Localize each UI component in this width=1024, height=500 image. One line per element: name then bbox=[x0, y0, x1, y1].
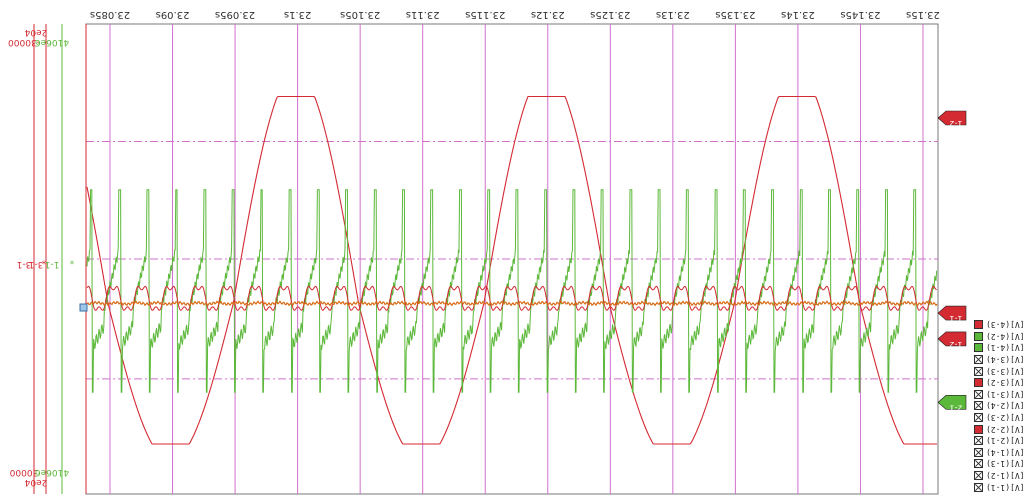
legend-label: [V](1-3) bbox=[986, 459, 1024, 469]
axis-marker: * bbox=[69, 255, 74, 265]
trigger-marker[interactable] bbox=[79, 303, 88, 312]
legend-item[interactable]: [V](3-2) bbox=[972, 377, 1024, 389]
checkbox-unchecked-icon[interactable] bbox=[974, 459, 983, 469]
axis-id-label: 3-1 bbox=[29, 259, 44, 269]
legend-label: [V](1-4) bbox=[986, 447, 1024, 457]
channel-tag[interactable] bbox=[937, 305, 967, 321]
x-tick-label: 23.13s bbox=[656, 9, 690, 20]
checkbox-checked-icon[interactable] bbox=[974, 424, 983, 434]
checkbox-unchecked-icon[interactable] bbox=[974, 482, 983, 492]
axis-bottom-label: 2e04 bbox=[24, 477, 47, 487]
axis-id-label: 3-1 bbox=[17, 259, 32, 269]
axis-marker: * bbox=[41, 255, 46, 265]
channel-tag[interactable] bbox=[937, 110, 967, 126]
legend-label: [V](4-2) bbox=[986, 331, 1024, 341]
x-tick-label: 23.085s bbox=[90, 9, 130, 20]
channel-tag-label: 1-1 bbox=[949, 314, 962, 323]
series-line-2 bbox=[86, 285, 937, 311]
channel-legend: [V](4-3) [V](4-2) [V](4-1) [V](3-4) [V](3-3)… bbox=[972, 319, 1024, 493]
legend-label: [V](2-2) bbox=[986, 424, 1024, 434]
checkbox-checked-icon[interactable] bbox=[974, 320, 983, 330]
legend-item[interactable]: [V](1-4) bbox=[972, 447, 1024, 459]
checkbox-unchecked-icon[interactable] bbox=[974, 436, 983, 446]
legend-item[interactable]: [V](2-2) bbox=[972, 423, 1024, 435]
legend-item[interactable]: [V](4-2) bbox=[972, 331, 1024, 343]
checkbox-checked-icon[interactable] bbox=[974, 343, 983, 353]
legend-item[interactable]: [V](3-4) bbox=[972, 354, 1024, 366]
x-tick-label: 23.15s bbox=[906, 9, 940, 20]
x-tick-label: 23.14s bbox=[781, 9, 815, 20]
channel-tag-label: 2-1 bbox=[949, 403, 962, 412]
checkbox-unchecked-icon[interactable] bbox=[974, 401, 983, 411]
axis-bottom-label: 30000 bbox=[9, 467, 38, 477]
legend-item[interactable]: [V](1-3) bbox=[972, 458, 1024, 470]
x-tick-label: 23.115s bbox=[465, 9, 505, 20]
legend-label: [V](3-1) bbox=[986, 389, 1024, 399]
checkbox-checked-icon[interactable] bbox=[974, 378, 983, 388]
channel-tag[interactable] bbox=[937, 331, 967, 347]
axis-id-label: 1-1 bbox=[45, 259, 60, 269]
x-tick-label: 23.125s bbox=[590, 9, 630, 20]
checkbox-unchecked-icon[interactable] bbox=[974, 471, 983, 481]
legend-item[interactable]: [V](2-3) bbox=[972, 412, 1024, 424]
x-tick-label: 23.135s bbox=[715, 9, 755, 20]
legend-item[interactable]: [V](4-1) bbox=[972, 342, 1024, 354]
checkbox-unchecked-icon[interactable] bbox=[974, 413, 983, 423]
legend-label: [V](1-2) bbox=[986, 471, 1024, 481]
series-line-4 bbox=[86, 300, 938, 307]
legend-label: [V](2-4) bbox=[986, 401, 1024, 411]
legend-label: [V](3-2) bbox=[986, 378, 1024, 388]
legend-item[interactable]: [V](1-1) bbox=[972, 481, 1024, 493]
checkbox-unchecked-icon[interactable] bbox=[974, 355, 983, 365]
axis-top-label: 2e04 bbox=[24, 27, 47, 37]
channel-tag[interactable] bbox=[937, 395, 967, 410]
x-tick-label: 23.11s bbox=[406, 9, 440, 20]
legend-item[interactable]: [V](3-1) bbox=[972, 389, 1024, 401]
legend-label: [V](1-1) bbox=[986, 482, 1024, 492]
series-line-3 bbox=[86, 189, 938, 393]
channel-tag-label: 1-2 bbox=[949, 340, 962, 349]
checkbox-unchecked-icon[interactable] bbox=[974, 447, 983, 457]
channel-tag-label: 1-2 bbox=[949, 119, 962, 128]
checkbox-unchecked-icon[interactable] bbox=[974, 389, 983, 399]
axis-bottom-label: 4106e6 bbox=[35, 467, 69, 477]
x-tick-label: 23.095s bbox=[215, 9, 255, 20]
legend-label: [V](3-4) bbox=[986, 355, 1024, 365]
x-tick-label: 23.12s bbox=[531, 9, 565, 20]
checkbox-checked-icon[interactable] bbox=[974, 331, 983, 341]
legend-label: [V](2-3) bbox=[986, 413, 1024, 423]
series-line-1 bbox=[86, 95, 937, 445]
legend-label: [V](4-3) bbox=[986, 320, 1024, 330]
x-tick-label: 23.1s bbox=[284, 9, 311, 20]
x-tick-label: 23.09s bbox=[156, 9, 190, 20]
legend-item[interactable]: [V](2-1) bbox=[972, 435, 1024, 447]
legend-item[interactable]: [V](2-4) bbox=[972, 400, 1024, 412]
checkbox-unchecked-icon[interactable] bbox=[974, 366, 983, 376]
axis-top-label: 4106e6 bbox=[35, 37, 69, 47]
x-tick-label: 23.105s bbox=[340, 9, 380, 20]
axis-top-label: -30000 bbox=[8, 37, 40, 47]
legend-label: [V](3-3) bbox=[986, 366, 1024, 376]
legend-item[interactable]: [V](4-3) bbox=[972, 319, 1024, 331]
legend-item[interactable]: [V](3-3) bbox=[972, 365, 1024, 377]
legend-label: [V](2-1) bbox=[986, 436, 1024, 446]
legend-label: [V](4-1) bbox=[986, 343, 1024, 353]
x-tick-label: 23.145s bbox=[840, 9, 880, 20]
legend-item[interactable]: [V](1-2) bbox=[972, 470, 1024, 482]
